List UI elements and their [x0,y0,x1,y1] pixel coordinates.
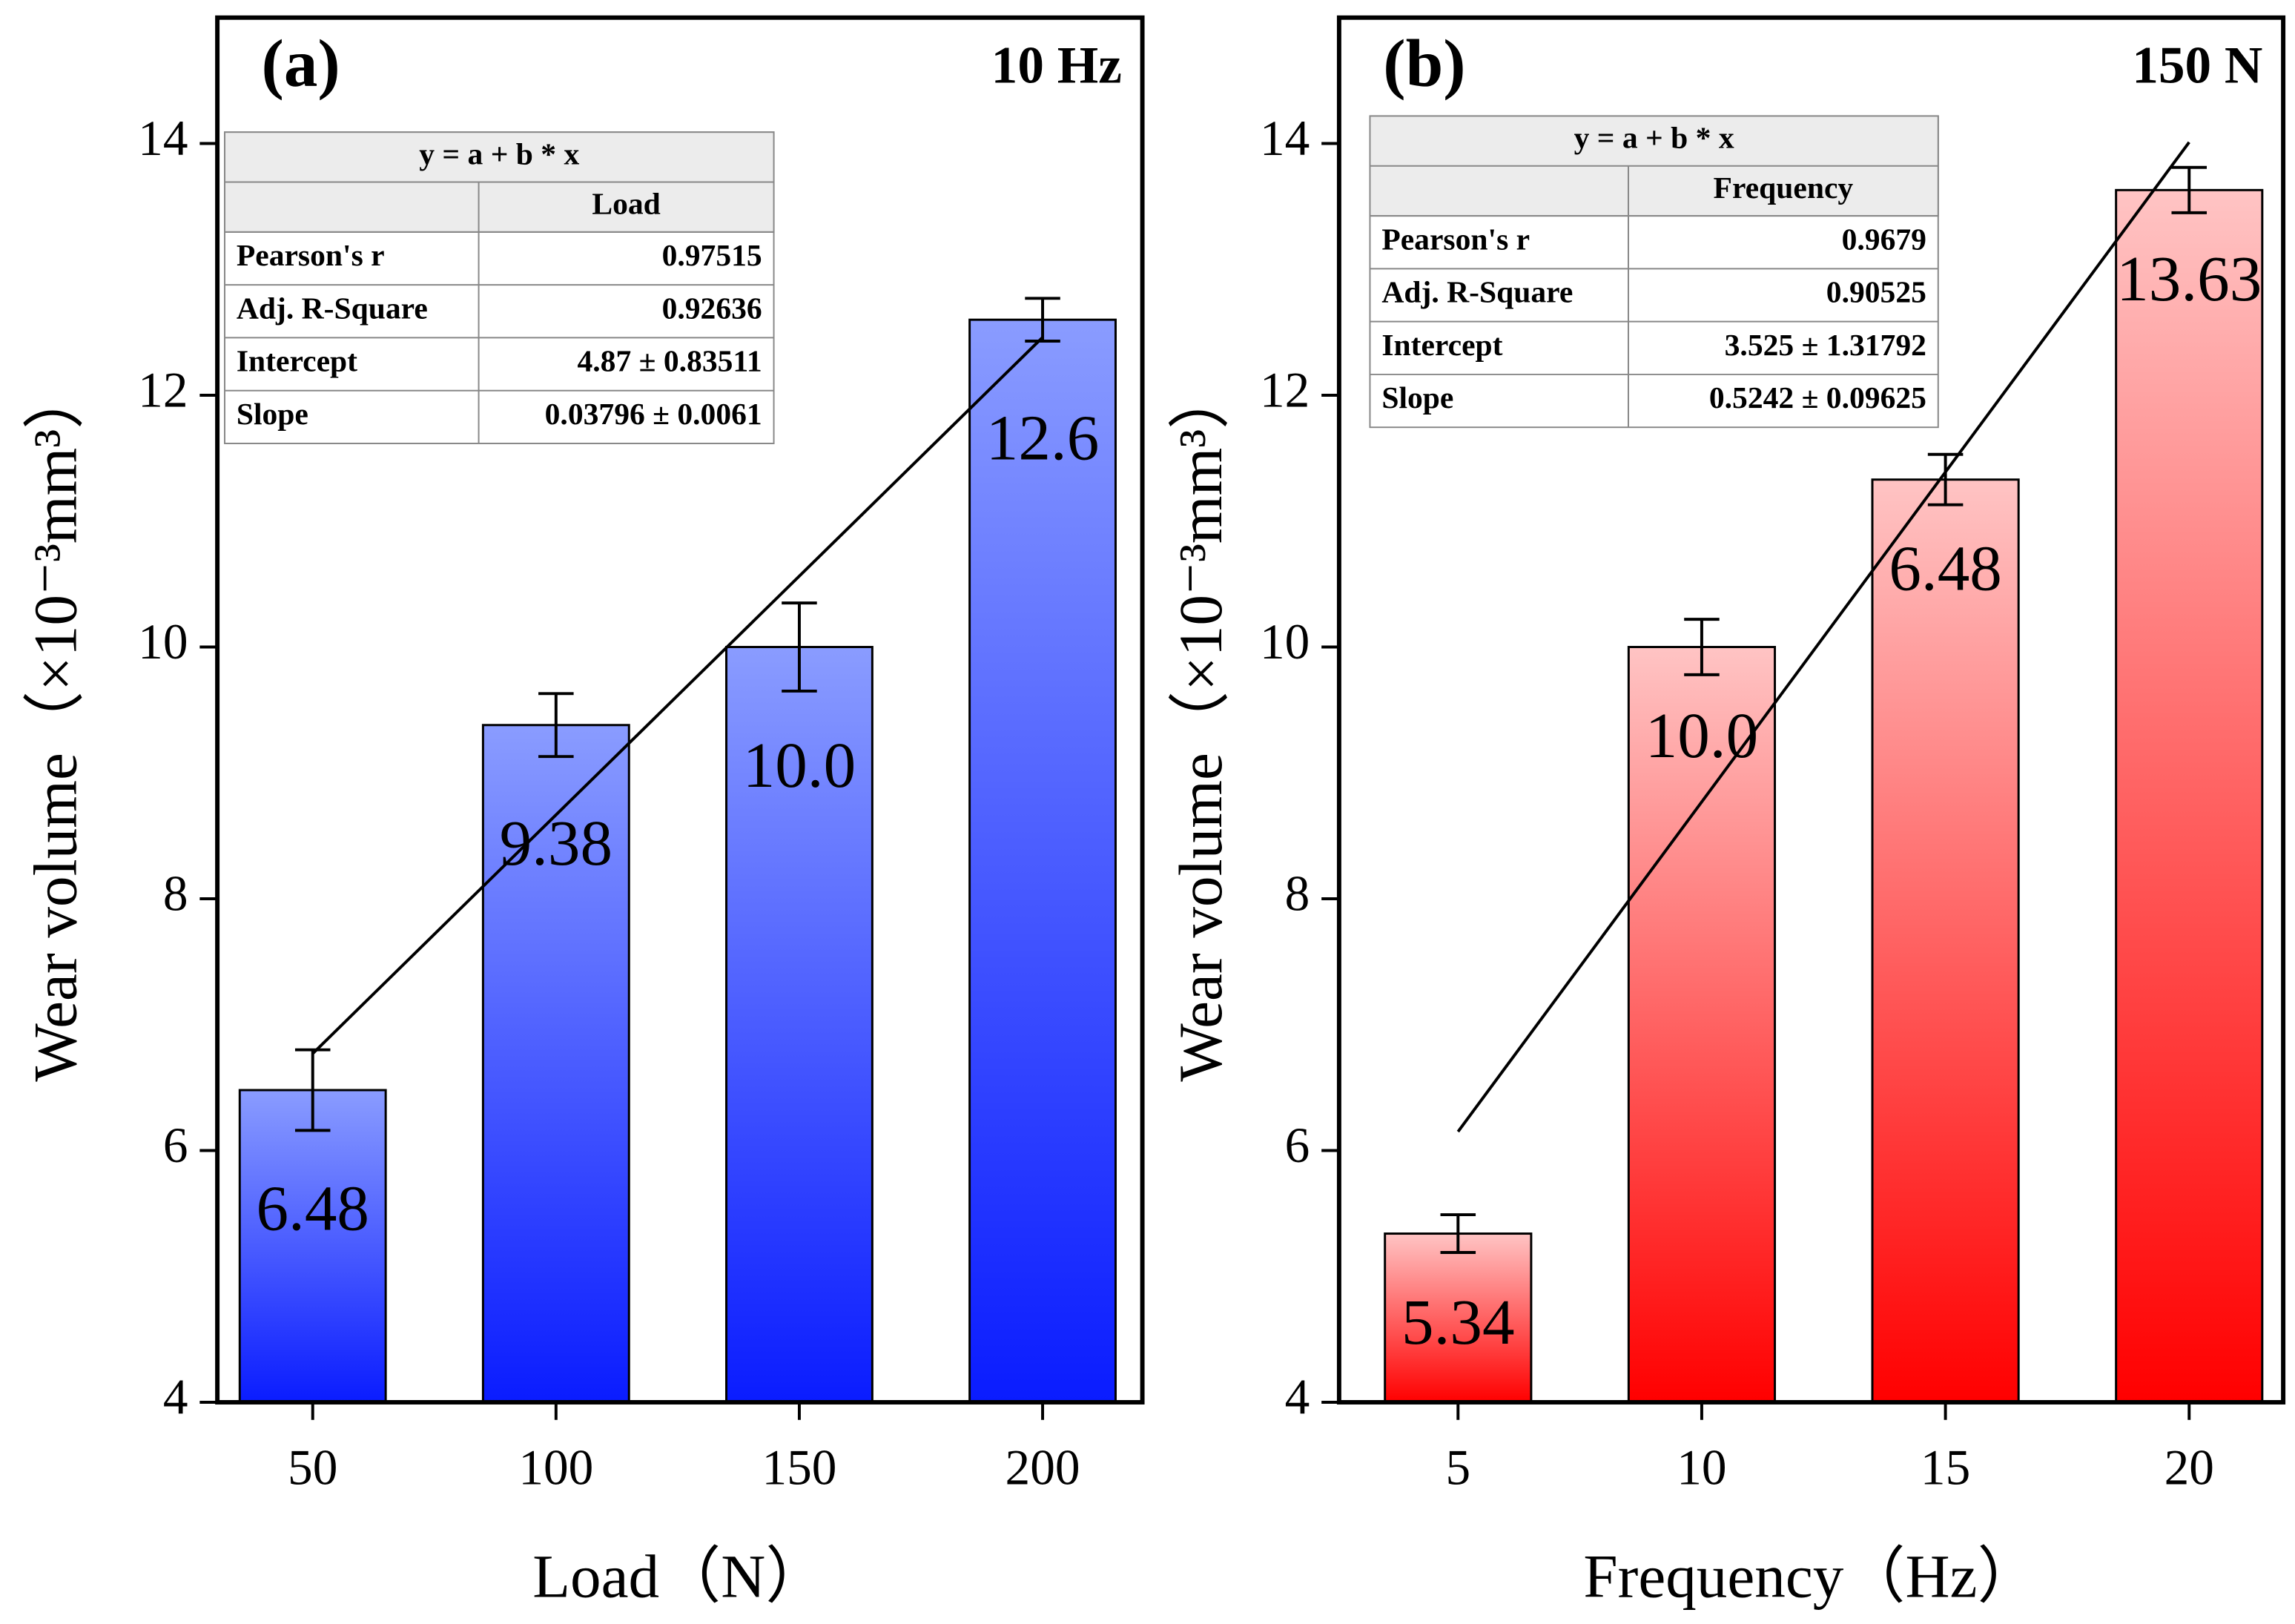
x-tick-label: 150 [762,1440,836,1496]
y-tick-label: 4 [1285,1369,1310,1425]
fit-line [1456,141,2190,1133]
value-label: 9.38 [500,807,612,879]
table-value: 0.92636 [662,291,762,325]
annotation: 5.34 [1401,1286,1514,1358]
x-axis-label: Frequency（Hz） [1583,1542,2038,1611]
table-key: Pearson's r [1381,222,1530,256]
x-tick-label: 10 [1677,1440,1726,1496]
bar [1871,478,2020,1404]
y-tick-label: 6 [163,1118,188,1173]
bar [1384,1232,1533,1404]
table-value: 0.97515 [662,238,762,272]
bar [968,318,1117,1404]
table-value: 4.87 ± 0.83511 [578,344,762,378]
panel-label: (a) [262,26,340,101]
x-tick-label: 200 [1005,1440,1080,1496]
annotation: 13.63 [2116,242,2262,314]
y-tick-label: 6 [1285,1118,1310,1173]
x-tick-label: 15 [1921,1440,1970,1496]
error-bar [1440,1213,1476,1254]
y-tick-label: 8 [163,865,188,921]
y-tick-label: 12 [1260,362,1310,417]
table-value: 0.9679 [1842,222,1926,256]
plot-frame [215,15,1145,1405]
x-tick-label: 50 [288,1440,337,1496]
error-bar [294,1048,331,1132]
table-column: Frequency [1714,171,1854,205]
table-key: Adj. R-Square [237,291,428,325]
table-key: Adj. R-Square [1381,275,1573,309]
error-bar [1684,618,1720,676]
y-tick-label: 14 [138,110,188,166]
bar [481,724,630,1404]
annotation: 6.48 [1889,532,2001,604]
y-tick-label: 10 [138,614,188,670]
y-tick-label: 8 [1285,865,1310,921]
y-tick-label: 10 [1260,614,1310,670]
x-tick-label: 5 [1445,1440,1470,1496]
table-title: y = a + b * x [419,136,579,171]
bar [238,1089,387,1404]
panel-label: (b) [1383,26,1465,101]
y-tick-label: 12 [138,362,188,417]
y-tick-label: 4 [163,1369,188,1425]
value-label: 12.6 [986,401,1099,473]
table-value: 0.5242 ± 0.09625 [1709,380,1926,415]
condition: 10 Hz [991,36,1122,94]
x-tick-label: 20 [2164,1440,2214,1496]
y-axis-label: Wear volume（×10⁻³mm³） [21,368,89,1082]
table-title: y = a + b * x [1574,121,1734,155]
bar [2115,188,2264,1404]
error-bar [1025,297,1060,343]
table-key: Slope [237,397,308,431]
condition: 150 N [2132,36,2262,94]
y-axis-label: Wear volume（×10⁻³mm³） [1166,368,1235,1082]
table-column: Load [592,187,660,221]
table-key: Intercept [237,344,357,378]
error-bar [538,692,574,759]
table-value: 0.90525 [1826,275,1926,309]
table-value: 0.03796 ± 0.0061 [545,397,762,431]
x-axis-label: Load（N） [532,1542,827,1611]
error-bar [2171,165,2208,214]
value-label: 10.0 [743,729,856,801]
annotation: 10.0 [1645,699,1758,771]
table-value: 3.525 ± 1.31792 [1725,328,1926,362]
y-tick-label: 14 [1260,110,1310,166]
table-key: Intercept [1381,328,1502,362]
value-label: 6.48 [256,1172,369,1244]
fit-line [311,336,1044,1055]
x-tick-label: 100 [518,1440,593,1496]
table-key: Pearson's r [237,238,385,272]
table-key: Slope [1381,380,1453,415]
error-bar [782,601,817,693]
plot-frame [1336,15,2286,1405]
